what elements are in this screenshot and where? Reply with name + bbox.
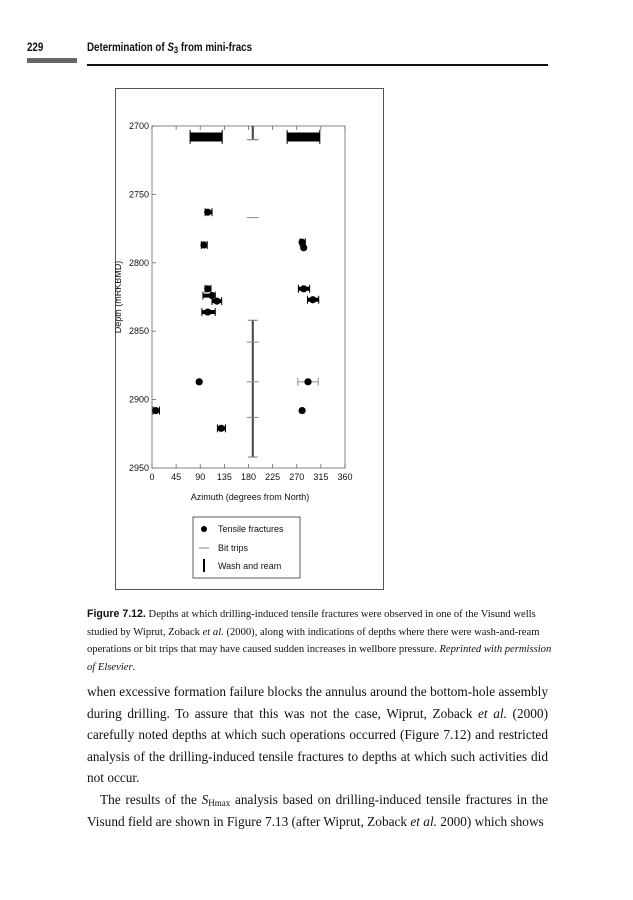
tensile-fracture-point bbox=[213, 297, 221, 305]
p2-sub: Hmax bbox=[208, 797, 231, 808]
tensile-fracture-point bbox=[298, 238, 306, 246]
header-gray-bar bbox=[27, 58, 77, 63]
tensile-fracture-point bbox=[201, 133, 209, 141]
legend-tensile-marker bbox=[201, 526, 207, 532]
legend-tensile-label: Tensile fractures bbox=[218, 524, 284, 534]
p2-text-c: 2000) which shows bbox=[436, 813, 544, 829]
x-axis-label: Azimuth (degrees from North) bbox=[191, 492, 310, 502]
legend-bit-trips-label: Bit trips bbox=[218, 543, 249, 553]
y-tick-label: 2950 bbox=[129, 463, 149, 473]
x-tick-label: 315 bbox=[313, 472, 328, 482]
page-number: 229 bbox=[27, 42, 44, 54]
caption-end: . bbox=[132, 661, 136, 673]
running-title-var: S bbox=[167, 42, 174, 54]
y-axis-label: Depth (mRKBMD) bbox=[115, 261, 123, 334]
legend-box bbox=[192, 516, 301, 579]
tensile-fracture-point bbox=[195, 378, 203, 386]
tensile-fracture-point bbox=[208, 292, 216, 300]
y-tick-label: 2850 bbox=[129, 326, 149, 336]
p2-text-b: analysis based on drilling-induced tensi… bbox=[87, 791, 548, 829]
running-title-pre: Determination of bbox=[87, 42, 168, 54]
y-tick-label: 2750 bbox=[129, 189, 149, 199]
body-text: when excessive formation failure blocks … bbox=[87, 681, 548, 832]
tensile-fracture-point bbox=[204, 285, 212, 293]
figure-caption: Figure 7.12. Depths at which drilling-in… bbox=[87, 606, 557, 676]
tensile-fracture-point bbox=[204, 208, 212, 216]
tensile-fracture-point bbox=[298, 406, 306, 415]
p1-text-b: (2000) carefully noted depths at which s… bbox=[87, 705, 548, 786]
plot-area bbox=[151, 125, 346, 469]
p1-etal: et al. bbox=[478, 705, 507, 721]
running-title: Determination of S3 from mini-fracs bbox=[87, 42, 253, 55]
p2-etal: et al. bbox=[410, 813, 437, 829]
x-tick-label: 225 bbox=[265, 472, 280, 482]
p2-text-a: The results of the bbox=[100, 791, 202, 807]
x-tick-label: 90 bbox=[195, 472, 205, 482]
caption-label: Figure 7.12. bbox=[87, 608, 146, 620]
tensile-fracture-point bbox=[309, 296, 317, 304]
tensile-fracture-point bbox=[200, 241, 208, 249]
x-tick-label: 0 bbox=[149, 472, 154, 482]
caption-credit: Reprinted with permission of Elsevier bbox=[87, 644, 552, 673]
y-tick-label: 2700 bbox=[129, 121, 149, 131]
x-tick-label: 135 bbox=[217, 472, 232, 482]
tensile-fracture-point bbox=[300, 244, 308, 252]
x-tick-label: 45 bbox=[171, 472, 181, 482]
figure-chart: 0 45 90 135 180 225 270 315 360 2700 2750 2800 2850 2… bbox=[115, 121, 353, 579]
p2-var: S bbox=[201, 791, 209, 807]
figure-frame bbox=[115, 88, 384, 590]
y-tick-label: 2900 bbox=[129, 395, 149, 405]
y-tick-label: 2800 bbox=[129, 258, 149, 268]
p1-text-a: when excessive formation failure blocks … bbox=[87, 684, 548, 721]
x-tick-label: 360 bbox=[337, 472, 352, 482]
tensile-fracture-point bbox=[304, 378, 312, 386]
x-tick-label: 270 bbox=[289, 472, 304, 482]
paragraph-2: The results of the SHmax analysis based … bbox=[87, 789, 548, 832]
x-tick-label: 180 bbox=[241, 472, 256, 482]
legend-wash-ream-label: Wash and ream bbox=[218, 561, 281, 571]
tensile-fracture-point bbox=[300, 285, 308, 293]
paragraph-1: when excessive formation failure blocks … bbox=[87, 681, 548, 789]
tensile-fracture-point bbox=[152, 406, 160, 415]
caption-etal: et al. bbox=[202, 626, 224, 638]
tensile-fracture-point bbox=[204, 308, 212, 316]
tensile-fracture-point bbox=[217, 424, 225, 432]
running-title-post: from mini-fracs bbox=[178, 42, 253, 54]
header-rule bbox=[87, 64, 548, 66]
caption-text-2: (2000), along with indications of depths… bbox=[87, 626, 540, 656]
tensile-fracture-point bbox=[300, 133, 308, 141]
caption-text: Depths at which drilling-induced tensile… bbox=[87, 609, 536, 638]
running-title-sub: 3 bbox=[173, 45, 179, 55]
